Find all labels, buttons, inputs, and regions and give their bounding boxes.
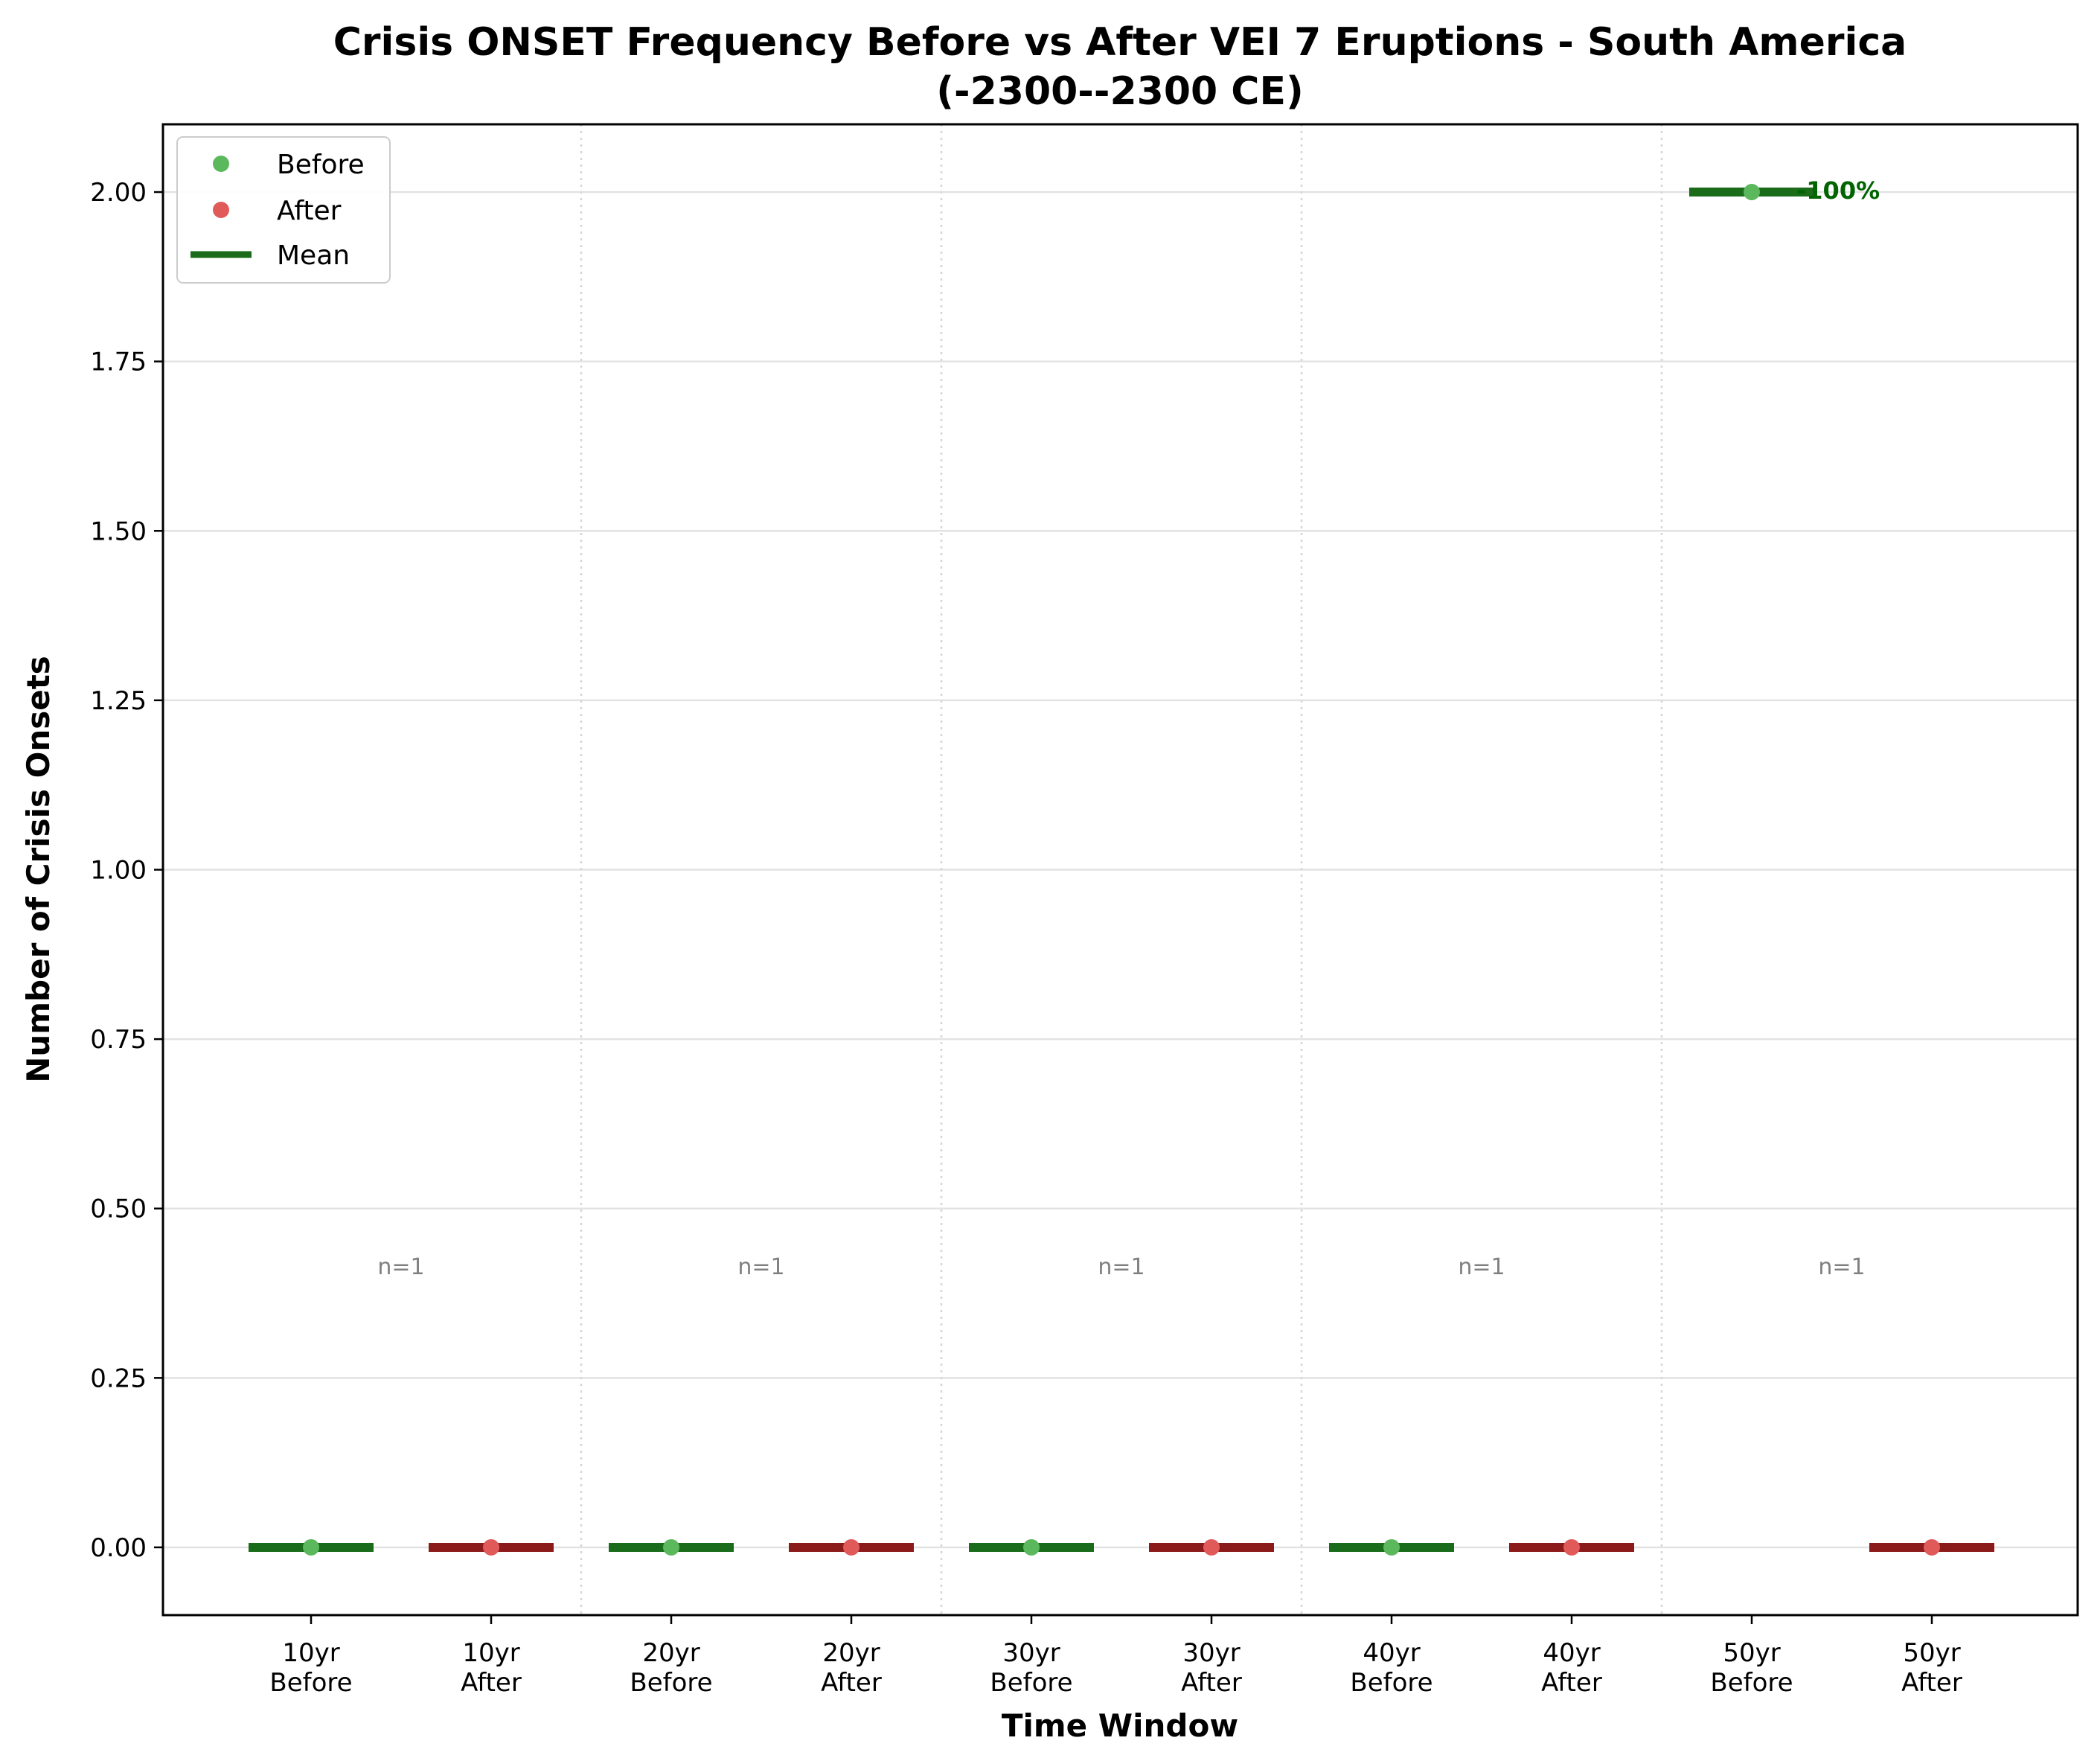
data-marks: n=1 n=1 n=1 n=1 n=1 -100%: [249, 176, 1994, 1556]
x-axis-ticks: 10yrBefore10yrAfter20yrBefore20yrAfter30…: [269, 1615, 1962, 1698]
y-tick-label: 0.75: [90, 1025, 147, 1055]
x-tick-label-period: After: [1901, 1668, 1962, 1698]
legend-after-marker: [213, 202, 229, 218]
x-tick-label-period: After: [1541, 1668, 1602, 1698]
after-point: [843, 1538, 859, 1556]
group-separators: [580, 124, 1663, 1615]
percent-change-label: -100%: [1796, 176, 1880, 205]
x-tick-label-window: 10yr: [282, 1638, 339, 1668]
before-point: [1744, 184, 1760, 201]
y-tick-label: 0.00: [90, 1533, 147, 1563]
y-tick-label: 0.25: [90, 1364, 147, 1393]
x-tick-label-period: After: [461, 1668, 522, 1698]
after-point: [1924, 1538, 1940, 1556]
after-point: [1203, 1538, 1220, 1556]
legend-before-label: Before: [277, 150, 365, 180]
sample-size-label: n=1: [1458, 1254, 1505, 1280]
sample-size-label: n=1: [1818, 1254, 1865, 1280]
x-tick-label-period: Before: [1350, 1668, 1432, 1698]
legend-box: [176, 136, 391, 284]
x-tick-label-window: 40yr: [1363, 1638, 1420, 1668]
x-tick-label-period: Before: [630, 1668, 712, 1698]
before-point: [1383, 1538, 1400, 1556]
y-tick-label: 1.75: [90, 348, 147, 377]
after-point: [483, 1538, 499, 1556]
before-point: [1023, 1538, 1040, 1556]
x-tick-label-period: After: [1181, 1668, 1242, 1698]
x-tick-label-window: 40yr: [1543, 1638, 1600, 1668]
y-tick-label: 1.50: [90, 517, 147, 546]
x-axis-label: Time Window: [1002, 1707, 1238, 1744]
x-tick-label-period: After: [821, 1668, 882, 1698]
chart-title-line1: Crisis ONSET Frequency Before vs After V…: [333, 20, 1907, 65]
before-point: [663, 1538, 679, 1556]
before-point: [303, 1538, 319, 1556]
x-tick-label-window: 50yr: [1903, 1638, 1960, 1668]
y-tick-label: 2.00: [90, 178, 147, 208]
sample-size-label: n=1: [737, 1254, 784, 1280]
x-tick-label-period: Before: [269, 1668, 352, 1698]
after-point: [1563, 1538, 1580, 1556]
y-axis-label: Number of Crisis Onsets: [20, 656, 57, 1083]
sample-size-label: n=1: [1098, 1254, 1145, 1280]
y-tick-label: 1.00: [90, 856, 147, 886]
x-tick-label-window: 10yr: [462, 1638, 519, 1668]
y-axis-ticks: 0.00 0.25 0.50 0.75 1.00 1.25 1.50 1.75 2.00: [90, 178, 163, 1563]
x-tick-label-window: 20yr: [822, 1638, 880, 1668]
sample-size-label: n=1: [377, 1254, 424, 1280]
y-tick-label: 1.25: [90, 686, 147, 716]
y-tick-label: 0.50: [90, 1195, 147, 1224]
chart-title-line2: (-2300--2300 CE): [936, 69, 1304, 114]
x-tick-label-window: 30yr: [1002, 1638, 1060, 1668]
legend-mean-label: Mean: [277, 240, 350, 271]
x-tick-label-window: 30yr: [1182, 1638, 1240, 1668]
x-tick-label-window: 20yr: [642, 1638, 700, 1668]
legend-after-label: After: [277, 196, 342, 226]
x-tick-label-period: Before: [990, 1668, 1072, 1698]
x-tick-label-window: 50yr: [1723, 1638, 1780, 1668]
legend-before-marker: [213, 156, 229, 172]
x-tick-label-period: Before: [1710, 1668, 1793, 1698]
legend: Before After Mean: [176, 136, 391, 284]
